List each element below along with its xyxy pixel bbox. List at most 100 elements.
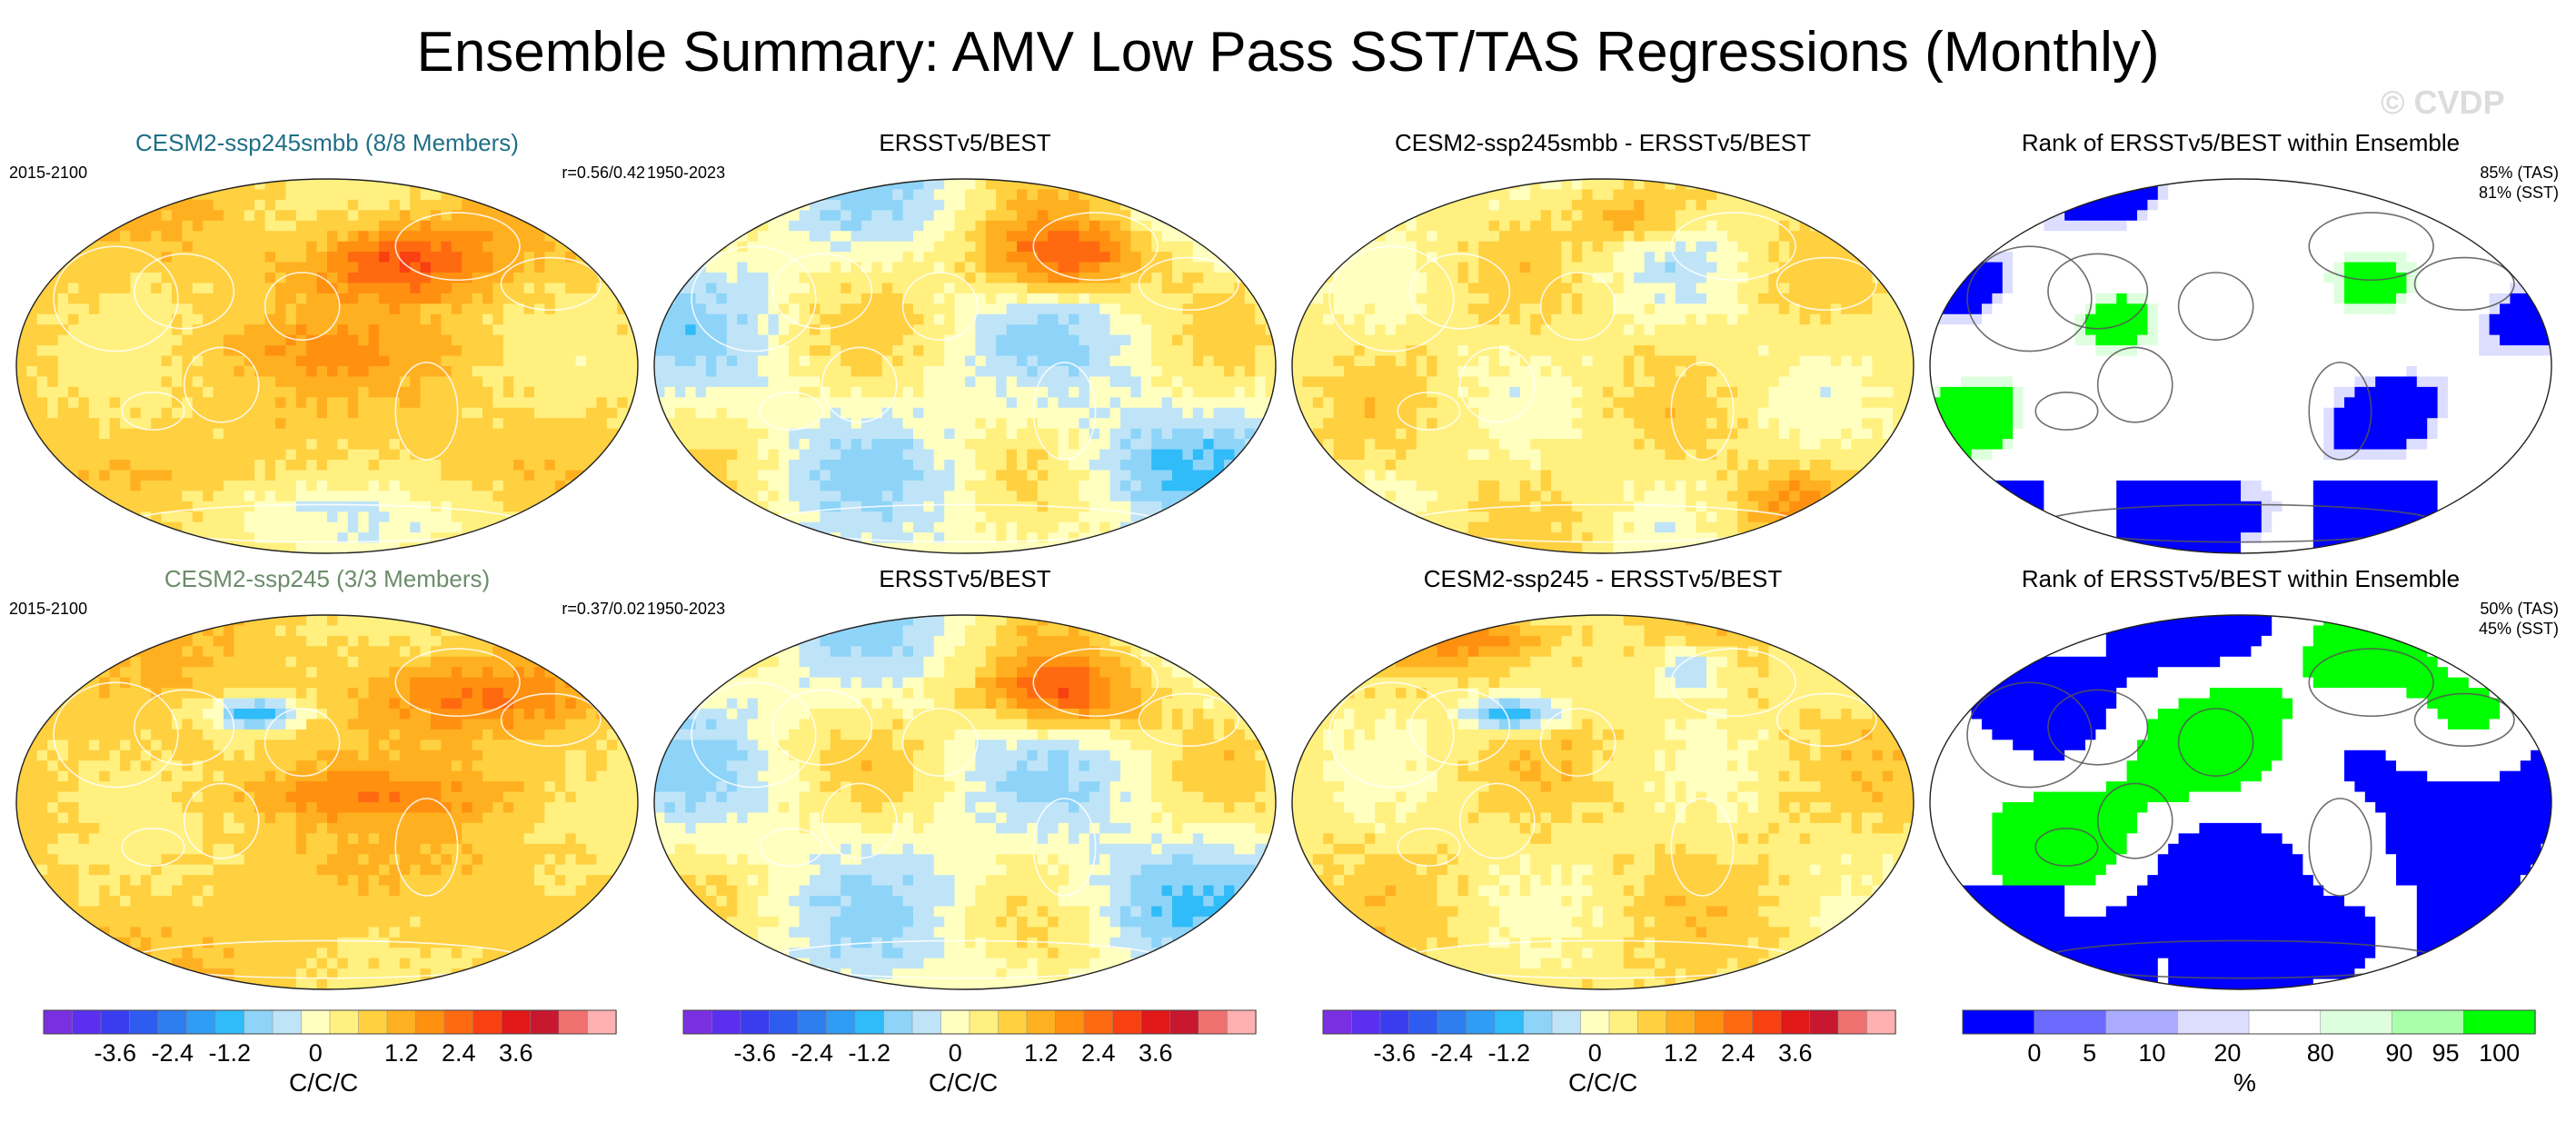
coastline	[759, 392, 823, 431]
colorbar-swatch	[1723, 1009, 1754, 1035]
colorbar-swatch	[472, 1009, 502, 1035]
panel-rank-1: Rank of ERSSTv5/BEST within Ensemble 85%…	[1923, 129, 2559, 556]
colorbar-swatch	[2105, 1009, 2178, 1035]
map-rank-2	[1929, 614, 2552, 990]
colorbar-swatch	[969, 1009, 1000, 1035]
colorbar-swatch	[2392, 1009, 2464, 1035]
panel-model-ssp245: CESM2-ssp245 (3/3 Members) 2015-2100 r=0…	[9, 565, 645, 992]
coastline	[1775, 256, 1877, 312]
colorbar-tick-label: 1.2	[1664, 1039, 1698, 1067]
colorbar-tick-label: 1.2	[384, 1039, 419, 1067]
colorbar-swatch	[272, 1009, 303, 1035]
colorbar-swatch	[1752, 1009, 1782, 1035]
map-model-ssp245	[15, 614, 639, 990]
coastline	[394, 362, 459, 461]
colorbar-tick-label: 0	[1588, 1039, 1602, 1067]
colorbar-swatch	[2248, 1009, 2322, 1035]
map-border	[653, 178, 1277, 554]
colorbar-swatch	[797, 1009, 828, 1035]
colorbar-swatch	[1666, 1009, 1696, 1035]
coastline	[1539, 272, 1616, 341]
panel-title: Rank of ERSSTv5/BEST within Ensemble	[2021, 129, 2461, 156]
colorbar-swatch	[1112, 1009, 1142, 1035]
coastline	[821, 346, 898, 423]
map-field	[16, 179, 638, 553]
coastline	[2308, 648, 2434, 718]
panel-diff-1: CESM2-ssp245smbb - ERSSTv5/BEST	[1285, 129, 1921, 556]
colorbar-swatch	[358, 1009, 388, 1035]
colorbar-3-swatches: -3.6 -2.4 -1.2 0 1.2 2.4 3.6	[1322, 1009, 1896, 1067]
panel-rank-2: Rank of ERSSTv5/BEST within Ensemble 50%…	[1923, 565, 2559, 992]
coastline	[771, 689, 873, 766]
panel-obs-2: ERSSTv5/BEST 1950-2023	[647, 565, 1283, 992]
panel-correlation: r=0.37/0.02	[562, 600, 645, 618]
colorbar-swatch	[1494, 1009, 1525, 1035]
colorbar-tick-label: 10	[2138, 1039, 2165, 1067]
map-model-smbb	[15, 178, 639, 554]
coastline	[1409, 689, 1511, 766]
coastline	[2047, 689, 2149, 766]
colorbar-swatch	[443, 1009, 474, 1035]
colorbar-tick-label: 0	[949, 1039, 962, 1067]
colorbar-tick-label: 0	[2027, 1039, 2041, 1067]
coastline	[901, 708, 979, 777]
colorbar-tick-label: -2.4	[791, 1039, 833, 1067]
coastline	[1458, 782, 1536, 859]
coastline	[134, 253, 235, 330]
colorbar-swatch	[1083, 1009, 1114, 1035]
colorbar-3: -3.6 -2.4 -1.2 0 1.2 2.4 3.6 C/C/C	[1322, 1009, 1959, 1110]
colorbar-tick-label: -2.4	[1430, 1039, 1473, 1067]
map-diff-2	[1291, 614, 1915, 990]
coastline	[2308, 212, 2434, 282]
map-border	[1929, 614, 2552, 990]
colorbar-swatch	[769, 1009, 799, 1035]
colorbar-tick-label: 2.4	[1081, 1039, 1116, 1067]
panel-model-smbb: CESM2-ssp245smbb (8/8 Members) 2015-2100…	[9, 129, 645, 556]
coastline	[1670, 648, 1796, 718]
coastline	[2177, 272, 2254, 341]
colorbar-4-swatches: 0 5 10 20 80 90 95 100	[1962, 1009, 2536, 1067]
figure-title: Ensemble Summary: AMV Low Pass SST/TAS R…	[416, 21, 2160, 84]
colorbar-swatch	[1551, 1009, 1582, 1035]
coastline	[2096, 346, 2173, 423]
map-field	[1930, 615, 2551, 989]
coastline	[2034, 392, 2099, 431]
colorbar-swatch	[740, 1009, 771, 1035]
colorbar-swatch	[1408, 1009, 1438, 1035]
coastline	[1539, 708, 1616, 777]
colorbar-swatch	[940, 1009, 970, 1035]
colorbar-tick-label: -3.6	[733, 1039, 776, 1067]
map-diff-1	[1291, 178, 1915, 554]
coastline	[1458, 346, 1536, 423]
colorbar-tick-label: 90	[2385, 1039, 2412, 1067]
colorbar-swatch	[2463, 1009, 2536, 1035]
coastline	[1409, 253, 1511, 330]
colorbar-swatch	[1695, 1009, 1725, 1035]
coastline	[759, 828, 823, 867]
coastline	[901, 272, 979, 341]
colorbar-swatch	[883, 1009, 913, 1035]
colorbar-tick-label: -3.6	[1373, 1039, 1416, 1067]
panel-title: CESM2-ssp245 (3/3 Members)	[164, 565, 491, 592]
coastline	[691, 245, 817, 352]
colorbar-units: C/C/C	[929, 1068, 999, 1097]
colorbar-tick-label: 20	[2213, 1039, 2241, 1067]
coastline	[134, 689, 235, 766]
panel-period: 2015-2100	[9, 600, 88, 618]
coastline	[2047, 253, 2149, 330]
rank-stat-tas: 50% (TAS)	[2480, 600, 2559, 618]
coastline	[2034, 828, 2099, 867]
colorbar-swatch	[1866, 1009, 1896, 1035]
coastline	[1138, 692, 1239, 748]
coastline	[500, 256, 602, 312]
map-field	[16, 615, 638, 989]
coastline	[2177, 708, 2254, 777]
colorbar-swatch	[1466, 1009, 1496, 1035]
colorbar-swatch	[1837, 1009, 1868, 1035]
colorbar-tick-label: -1.2	[208, 1039, 251, 1067]
colorbar-tick-label: -2.4	[151, 1039, 194, 1067]
coastline	[264, 708, 341, 777]
colorbar-tick-label: 2.4	[442, 1039, 476, 1067]
coastline	[691, 681, 817, 789]
map-border	[15, 614, 639, 990]
